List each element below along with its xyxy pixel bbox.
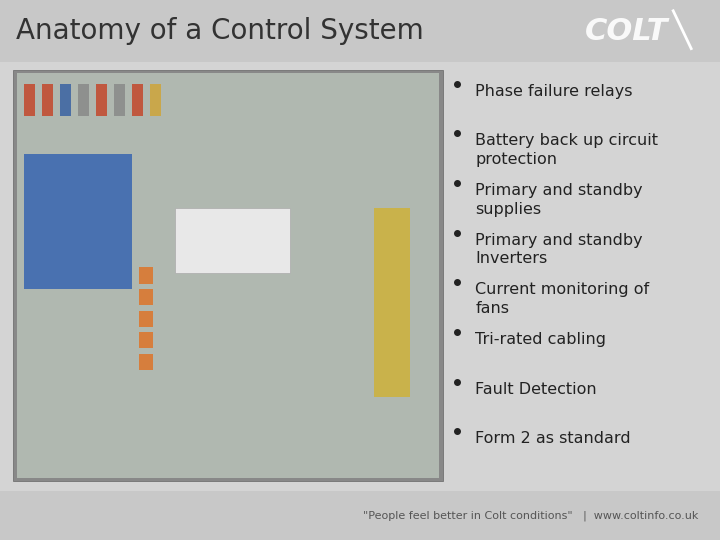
Bar (175, 208, 290, 273)
Text: COLT: COLT (585, 17, 668, 45)
Text: Primary and standby
Inverters: Primary and standby Inverters (475, 233, 643, 266)
Bar (132, 84, 143, 116)
Bar (42, 84, 53, 116)
Bar (139, 289, 153, 305)
Bar (139, 310, 153, 327)
Text: Tri-rated cabling: Tri-rated cabling (475, 332, 606, 347)
Text: Current monitoring of
fans: Current monitoring of fans (475, 282, 649, 316)
Bar (78, 84, 89, 116)
Bar (139, 354, 153, 370)
Bar (24, 84, 35, 116)
Bar (60, 84, 71, 116)
Text: "People feel better in Colt conditions"   |  www.coltinfo.co.uk: "People feel better in Colt conditions" … (363, 510, 698, 521)
Bar (139, 332, 153, 348)
Text: Anatomy of a Control System: Anatomy of a Control System (16, 17, 423, 45)
Bar (114, 84, 125, 116)
Bar (139, 267, 153, 284)
Text: Form 2 as standard: Form 2 as standard (475, 431, 631, 447)
Bar (150, 84, 161, 116)
Text: Battery back up circuit
protection: Battery back up circuit protection (475, 133, 658, 167)
Bar (96, 84, 107, 116)
Bar (374, 208, 410, 397)
Text: Fault Detection: Fault Detection (475, 382, 597, 397)
Bar (24, 154, 132, 289)
FancyBboxPatch shape (0, 0, 720, 62)
FancyBboxPatch shape (0, 491, 720, 540)
Text: Primary and standby
supplies: Primary and standby supplies (475, 183, 643, 217)
Text: Phase failure relays: Phase failure relays (475, 84, 633, 99)
FancyBboxPatch shape (13, 70, 443, 481)
FancyBboxPatch shape (0, 62, 720, 491)
FancyBboxPatch shape (17, 73, 439, 478)
